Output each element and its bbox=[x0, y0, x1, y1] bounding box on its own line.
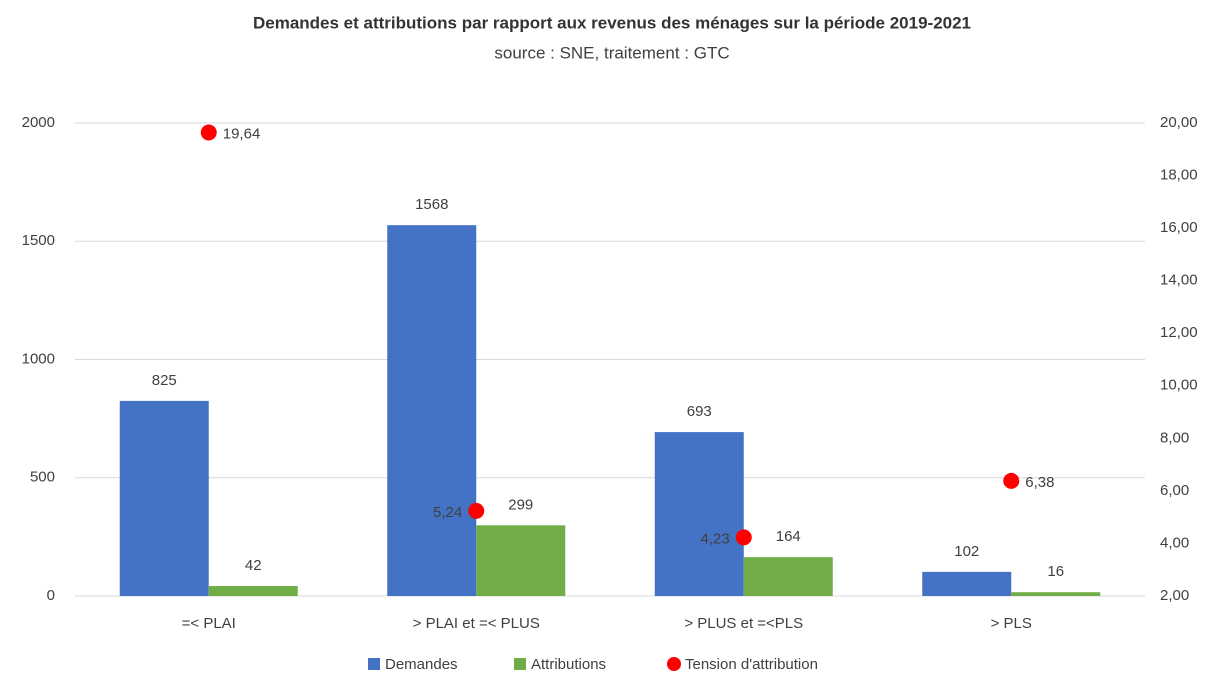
y2-tick-label: 16,00 bbox=[1160, 219, 1198, 236]
bar bbox=[743, 557, 833, 596]
y2-tick-label: 4,00 bbox=[1160, 534, 1189, 551]
y-tick-label: 1000 bbox=[22, 350, 55, 367]
legend-swatch bbox=[368, 658, 380, 670]
bar bbox=[654, 432, 744, 596]
marker bbox=[1003, 472, 1020, 489]
chart-subtitle: source : SNE, traitement : GTC bbox=[494, 43, 729, 62]
marker bbox=[735, 529, 752, 546]
y-tick-label: 500 bbox=[30, 469, 55, 486]
y2-tick-label: 18,00 bbox=[1160, 167, 1198, 184]
data-label: 164 bbox=[776, 528, 801, 545]
y-tick-label: 1500 bbox=[22, 232, 55, 249]
legend-label: Tension d'attribution bbox=[685, 656, 818, 673]
x-tick-label: > PLS bbox=[991, 615, 1032, 632]
x-tick-label: =< PLAI bbox=[182, 615, 236, 632]
data-label: 19,64 bbox=[223, 125, 261, 142]
data-label: 299 bbox=[508, 496, 533, 513]
bar bbox=[208, 586, 298, 596]
legend-swatch bbox=[514, 658, 526, 670]
data-label: 16 bbox=[1047, 563, 1064, 580]
bar bbox=[1011, 592, 1101, 596]
data-label: 102 bbox=[954, 543, 979, 560]
data-label: 5,24 bbox=[433, 504, 462, 521]
bar bbox=[387, 225, 477, 596]
y2-tick-label: 6,00 bbox=[1160, 482, 1189, 499]
y2-tick-label: 12,00 bbox=[1160, 324, 1198, 341]
y2-tick-label: 10,00 bbox=[1160, 377, 1198, 394]
data-label: 693 bbox=[687, 403, 712, 420]
legend-label: Attributions bbox=[531, 656, 606, 673]
data-label: 4,23 bbox=[701, 530, 730, 547]
chart-title: Demandes et attributions par rapport aux… bbox=[253, 13, 971, 32]
data-label: 825 bbox=[152, 372, 177, 389]
y2-tick-label: 20,00 bbox=[1160, 114, 1198, 131]
marker bbox=[200, 124, 217, 141]
y2-tick-label: 14,00 bbox=[1160, 272, 1198, 289]
legend-swatch bbox=[667, 657, 681, 671]
y-tick-label: 2000 bbox=[22, 114, 55, 131]
data-label: 1568 bbox=[415, 196, 448, 213]
data-label: 42 bbox=[245, 557, 262, 574]
bar bbox=[119, 400, 209, 596]
y2-tick-label: 8,00 bbox=[1160, 429, 1189, 446]
marker bbox=[468, 502, 485, 519]
bar bbox=[476, 525, 566, 596]
bar bbox=[922, 571, 1012, 596]
legend-label: Demandes bbox=[385, 656, 458, 673]
x-tick-label: > PLAI et =< PLUS bbox=[413, 615, 540, 632]
data-label: 6,38 bbox=[1025, 474, 1054, 491]
y2-tick-label: 2,00 bbox=[1160, 587, 1189, 604]
x-tick-label: > PLUS et =<PLS bbox=[684, 615, 803, 632]
y-tick-label: 0 bbox=[47, 587, 55, 604]
